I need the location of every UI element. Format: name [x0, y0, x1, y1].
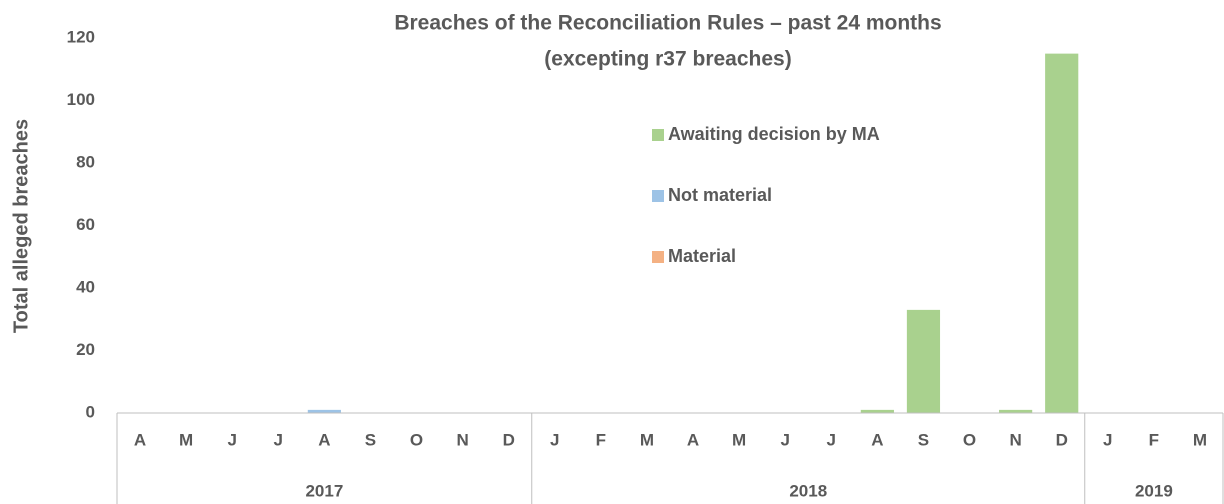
legend-label: Not material	[668, 185, 772, 205]
x-tick-label: M	[1193, 430, 1207, 449]
bar-segment	[860, 409, 894, 413]
x-tick-label: A	[134, 430, 146, 449]
bar-segment	[906, 309, 941, 413]
y-tick-label: 120	[67, 27, 95, 46]
x-tick-label: F	[596, 430, 606, 449]
legend-swatch	[652, 251, 664, 263]
x-tick-label: M	[179, 430, 193, 449]
x-tick-label: S	[918, 430, 929, 449]
x-tick-label: N	[456, 430, 468, 449]
chart-title: (excepting r37 breaches)	[544, 48, 791, 71]
x-tick-label: O	[963, 430, 976, 449]
x-tick-label: M	[732, 430, 746, 449]
y-axis-title: Total alleged breaches	[10, 119, 32, 333]
y-tick-label: 20	[76, 340, 95, 359]
x-tick-label: A	[687, 430, 699, 449]
x-tick-label: S	[365, 430, 376, 449]
x-group-label: 2017	[305, 481, 343, 500]
y-tick-label: 60	[76, 215, 95, 234]
chart-title: Breaches of the Reconciliation Rules – p…	[394, 12, 941, 35]
y-tick-label: 0	[86, 402, 95, 421]
x-tick-label: O	[410, 430, 423, 449]
x-tick-label: J	[227, 430, 236, 449]
x-tick-label: N	[1009, 430, 1021, 449]
legend-swatch	[652, 190, 664, 202]
x-group-label: 2018	[789, 481, 827, 500]
x-tick-label: D	[1056, 430, 1068, 449]
x-tick-label: F	[1149, 430, 1159, 449]
x-tick-label: J	[274, 430, 283, 449]
y-tick-label: 80	[76, 152, 95, 171]
bar-segment	[999, 409, 1033, 413]
legend-label: Material	[668, 246, 736, 266]
x-tick-label: J	[550, 430, 559, 449]
bar-segment	[1045, 53, 1079, 413]
x-tick-label: J	[1103, 430, 1112, 449]
x-tick-label: M	[640, 430, 654, 449]
x-tick-label: D	[503, 430, 515, 449]
x-tick-label: A	[871, 430, 883, 449]
x-tick-label: A	[318, 430, 330, 449]
legend-swatch	[652, 129, 664, 141]
bar-segment	[307, 409, 341, 413]
x-group-label: 2019	[1135, 481, 1173, 500]
x-tick-label: J	[780, 430, 789, 449]
y-tick-label: 100	[67, 90, 95, 109]
y-tick-label: 40	[76, 277, 95, 296]
legend-label: Awaiting decision by MA	[668, 124, 880, 144]
x-tick-label: J	[827, 430, 836, 449]
